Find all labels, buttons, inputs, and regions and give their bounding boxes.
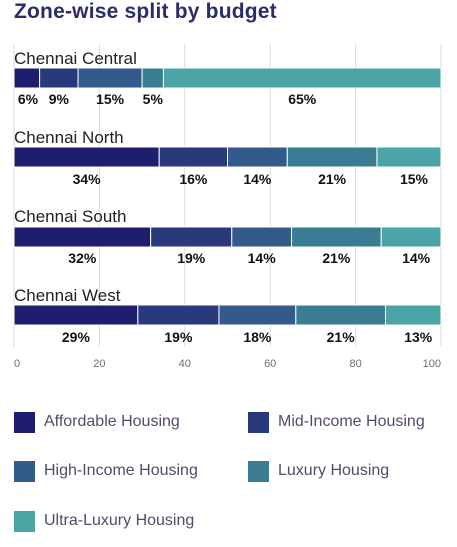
data-label: 6% xyxy=(18,91,39,107)
bar-segment xyxy=(158,146,228,168)
bar-segment xyxy=(150,226,233,248)
legend-label: Mid-Income Housing xyxy=(278,413,425,430)
legend-swatch xyxy=(14,411,35,433)
data-labels: 6% 9% 15% 5% 65% 34% 16% 14% 21% 15% 32% 19% 14% 21% 1… xyxy=(18,91,433,345)
bar-segment xyxy=(13,146,160,168)
category-label: Chennai Central xyxy=(14,49,137,68)
x-tick-label: 80 xyxy=(349,358,361,370)
data-label: 65% xyxy=(288,91,317,107)
stacked-bar-chart: Chennai Central Chennai North Chennai Sout… xyxy=(13,44,442,370)
legend-label: Luxury Housing xyxy=(278,462,390,479)
data-label: 29% xyxy=(62,329,91,345)
category-label: Chennai West xyxy=(14,286,121,305)
bar-segment xyxy=(13,67,41,89)
data-label: 32% xyxy=(68,250,97,266)
chart-title: Zone-wise split by budget xyxy=(14,0,277,23)
data-label: 15% xyxy=(400,171,429,187)
data-label: 19% xyxy=(177,250,206,266)
bar-segment xyxy=(231,226,293,248)
data-label: 9% xyxy=(49,91,70,107)
bar-segment xyxy=(286,146,378,168)
data-label: 5% xyxy=(143,91,164,107)
bar-segment xyxy=(141,67,164,89)
bar-segment xyxy=(39,67,79,89)
data-label: 21% xyxy=(322,250,351,266)
data-label: 14% xyxy=(243,171,272,187)
bar-segment xyxy=(77,67,143,89)
bar-segment xyxy=(218,304,297,326)
category-labels: Chennai Central Chennai North Chennai Sout… xyxy=(14,49,137,305)
data-label: 16% xyxy=(179,171,208,187)
bar-segment xyxy=(380,226,442,248)
bar-segment xyxy=(137,304,220,326)
data-label: 21% xyxy=(318,171,347,187)
x-tick-label: 60 xyxy=(264,358,276,370)
bar-segment xyxy=(376,146,442,168)
legend-swatch xyxy=(248,460,269,482)
legend-item: High-Income Housing xyxy=(14,459,198,483)
data-label: 19% xyxy=(164,329,193,345)
category-label: Chennai South xyxy=(14,207,126,226)
data-label: 21% xyxy=(327,329,356,345)
data-label: 14% xyxy=(248,250,277,266)
category-label: Chennai North xyxy=(14,128,124,147)
data-label: 18% xyxy=(243,329,272,345)
legend-swatch xyxy=(14,460,35,482)
legend-swatch xyxy=(14,510,35,532)
x-tick-label: 40 xyxy=(179,358,191,370)
legend-item: Ultra-Luxury Housing xyxy=(14,509,194,533)
legend-item: Mid-Income Housing xyxy=(248,410,425,434)
bar-segment xyxy=(227,146,288,168)
bar-segment xyxy=(13,226,152,248)
gridlines xyxy=(13,44,442,347)
legend-swatch xyxy=(248,411,269,433)
legend-label: High-Income Housing xyxy=(44,462,198,479)
bar-segment xyxy=(291,226,382,248)
data-label: 13% xyxy=(404,329,433,345)
bar-segment xyxy=(384,304,442,326)
x-axis-tick-labels: 0 20 40 60 80 100 xyxy=(14,358,441,370)
data-label: 34% xyxy=(73,171,102,187)
x-tick-label: 20 xyxy=(93,358,105,370)
bar-segment xyxy=(162,67,442,89)
data-label: 15% xyxy=(96,91,125,107)
legend-label: Affordable Housing xyxy=(44,413,180,430)
legend-item: Affordable Housing xyxy=(14,410,180,434)
x-tick-label: 0 xyxy=(14,358,20,370)
bar-segment xyxy=(295,304,386,326)
bar-segment xyxy=(13,304,139,326)
bars xyxy=(13,67,442,326)
data-label: 14% xyxy=(402,250,431,266)
legend: Affordable Housing Mid-Income Housing High… xyxy=(0,398,457,547)
legend-item: Luxury Housing xyxy=(248,459,389,483)
x-tick-label: 100 xyxy=(423,358,441,370)
legend-label: Ultra-Luxury Housing xyxy=(44,512,195,529)
